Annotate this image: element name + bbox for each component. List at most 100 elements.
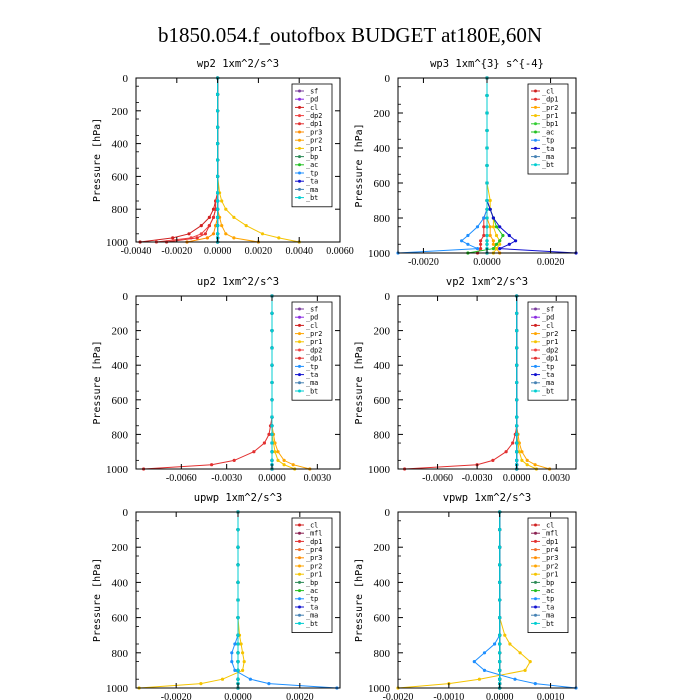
- data-point: [498, 668, 502, 673]
- legend-label: _pr2: [306, 330, 322, 338]
- data-point: [270, 432, 274, 436]
- data-point: [236, 677, 240, 681]
- x-tick-label: 0.0020: [286, 692, 314, 700]
- legend-label: _dp2: [306, 112, 322, 120]
- data-point: [515, 398, 519, 402]
- legend-marker: [534, 155, 537, 159]
- data-point: [276, 458, 280, 462]
- x-tick-label: -0.0060: [422, 473, 453, 484]
- data-point: [232, 458, 236, 462]
- legend-marker: [534, 605, 537, 609]
- legend: _sf_pd_cl_pr2_pr1_dp2_dp1_tp_ta_ma_bt: [527, 301, 569, 401]
- legend-label: _tp: [306, 363, 318, 371]
- y-tick-label: 800: [374, 648, 391, 660]
- data-point: [220, 677, 225, 681]
- y-tick-label: 1000: [368, 248, 391, 260]
- data-point: [517, 450, 521, 454]
- legend-label: _pr1: [542, 571, 558, 579]
- x-tick-label: 0.0000: [473, 257, 501, 268]
- y-axis-label: Pressure [hPa]: [354, 123, 365, 207]
- data-point: [482, 233, 486, 238]
- y-tick-label: 800: [112, 429, 129, 441]
- y-tick-label: 200: [374, 542, 391, 554]
- data-point: [477, 677, 481, 681]
- legend-label: _pr2: [306, 137, 322, 145]
- data-point: [498, 225, 502, 229]
- data-point: [224, 232, 228, 236]
- data-point: [270, 458, 274, 462]
- x-tick-label: -0.0010: [433, 692, 464, 700]
- data-point: [498, 580, 502, 585]
- data-point: [270, 329, 274, 333]
- data-point: [270, 363, 274, 367]
- data-point: [528, 660, 532, 664]
- data-point: [270, 450, 274, 454]
- data-point: [236, 580, 240, 585]
- data-point: [498, 633, 502, 637]
- y-tick-label: 600: [112, 171, 129, 183]
- data-point: [479, 242, 483, 246]
- x-tick-label: -0.0030: [462, 473, 493, 484]
- legend-label: _pd: [306, 314, 318, 322]
- x-tick-label: -0.0040: [121, 246, 152, 257]
- data-point: [515, 363, 519, 367]
- data-point: [236, 598, 240, 602]
- data-point: [515, 415, 519, 419]
- data-point: [479, 247, 483, 251]
- data-point: [485, 225, 489, 229]
- x-tick-label: -0.0060: [166, 473, 197, 484]
- data-point: [270, 441, 274, 445]
- data-point: [211, 232, 216, 236]
- data-point: [270, 311, 274, 315]
- data-point: [488, 207, 492, 211]
- legend-label: _ta: [542, 145, 554, 153]
- data-point: [242, 660, 246, 664]
- data-point: [205, 236, 209, 240]
- data-point: [515, 346, 519, 350]
- legend-label: _ac: [542, 128, 554, 136]
- data-point: [216, 125, 220, 129]
- data-point: [507, 233, 511, 238]
- legend-marker: [534, 163, 537, 167]
- chart-panel-4: vp2 1xm^2/s^3 Pressure [hPa] 0 200 400 600 800…: [354, 276, 577, 484]
- data-point: [504, 450, 508, 454]
- series-pr2: [216, 76, 260, 244]
- data-point: [282, 458, 286, 462]
- data-point: [230, 660, 234, 664]
- y-tick-label: 0: [385, 507, 391, 519]
- legend-marker: [298, 155, 301, 159]
- data-point: [460, 239, 464, 243]
- legend-marker: [298, 332, 301, 336]
- series-dp1: [142, 294, 274, 471]
- data-point: [494, 233, 499, 238]
- legend-label: _dp1: [306, 538, 322, 546]
- legend-marker: [298, 89, 301, 93]
- legend-label: _ta: [542, 603, 554, 611]
- data-point: [466, 242, 470, 246]
- legend-marker: [298, 187, 301, 191]
- legend-label: _pd: [542, 314, 554, 322]
- legend-label: _cl: [306, 521, 318, 529]
- legend-marker: [298, 307, 301, 311]
- y-tick-label: 1000: [106, 464, 129, 476]
- legend-label: _pr3: [306, 554, 322, 562]
- y-tick-label: 0: [385, 291, 391, 303]
- y-tick-label: 200: [374, 108, 391, 120]
- legend-label: _dp1: [306, 355, 322, 363]
- data-point: [224, 207, 228, 211]
- legend-marker: [298, 356, 301, 360]
- data-point: [523, 668, 527, 673]
- series-tp: [396, 76, 489, 255]
- data-point: [498, 660, 502, 664]
- data-point: [488, 233, 492, 238]
- data-point: [233, 642, 237, 646]
- legend-label: _dp1: [542, 355, 558, 363]
- data-point: [262, 441, 266, 445]
- legend-label: _pr1: [542, 338, 558, 346]
- data-point: [494, 242, 499, 246]
- legend-label: _cl: [542, 521, 554, 529]
- data-point: [216, 142, 220, 146]
- legend-label: _bp: [306, 153, 318, 161]
- legend-label: _ta: [306, 371, 318, 379]
